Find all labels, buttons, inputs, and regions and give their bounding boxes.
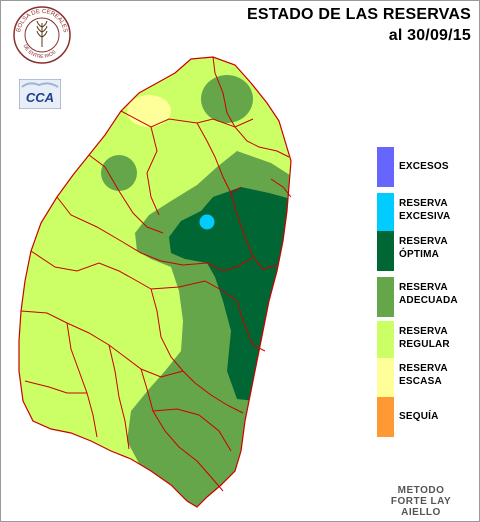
- legend-item-adecuada: RESERVA ADECUADA: [377, 277, 477, 317]
- wheat-icon: [36, 20, 48, 47]
- legend-swatch-excesos: [377, 147, 394, 187]
- legend-label-escasa: RESERVA ESCASA: [399, 363, 448, 387]
- department-borders: [20, 56, 292, 492]
- legend-swatch-adecuada: [377, 277, 394, 317]
- method-line-1: METODO: [397, 485, 445, 496]
- legend-item-sequia: SEQUÍA: [377, 397, 477, 437]
- method-line-2: FORTE LAY: [390, 496, 452, 507]
- legend-item-escasa: RESERVA ESCASA: [377, 358, 477, 398]
- legend-label-adecuada: RESERVA ADECUADA: [399, 282, 458, 306]
- zone-escasa: [127, 95, 171, 127]
- legend-swatch-regular: [377, 321, 394, 361]
- cca-text: CCA: [26, 90, 54, 105]
- legend-swatch-optima: [377, 231, 394, 271]
- method-label: METODO FORTE LAY AIELLO: [383, 485, 459, 518]
- legend-label-regular: RESERVA REGULAR: [399, 326, 450, 350]
- legend-label-excesos: EXCESOS: [399, 161, 449, 172]
- legend-swatch-excesiva: [377, 193, 394, 233]
- legend-label-optima: RESERVA ÓPTIMA: [399, 236, 448, 260]
- method-line-3: AIELLO: [401, 507, 441, 518]
- bolsa-cereales-logo: BOLSA DE CEREALES DE ENTRE RIOS: [13, 6, 71, 64]
- legend-item-regular: RESERVA REGULAR: [377, 321, 477, 361]
- legend-item-excesos: EXCESOS: [377, 147, 477, 187]
- legend-swatch-sequia: [377, 397, 394, 437]
- zone-adecuada-west: [101, 155, 137, 191]
- zone-excesiva: [199, 214, 215, 230]
- legend-label-excesiva: RESERVA EXCESIVA: [399, 198, 451, 222]
- page-title: ESTADO DE LAS RESERVAS: [247, 6, 471, 23]
- legend-label-sequia: SEQUÍA: [399, 411, 439, 422]
- zone-adecuada-north: [201, 75, 253, 123]
- page-date: al 30/09/15: [388, 27, 471, 44]
- legend-item-optima: RESERVA ÓPTIMA: [377, 231, 477, 271]
- cca-logo: CCA: [19, 79, 61, 109]
- province-outline: [18, 56, 292, 508]
- legend-item-excesiva: RESERVA EXCESIVA: [377, 193, 477, 233]
- legend-swatch-escasa: [377, 358, 394, 398]
